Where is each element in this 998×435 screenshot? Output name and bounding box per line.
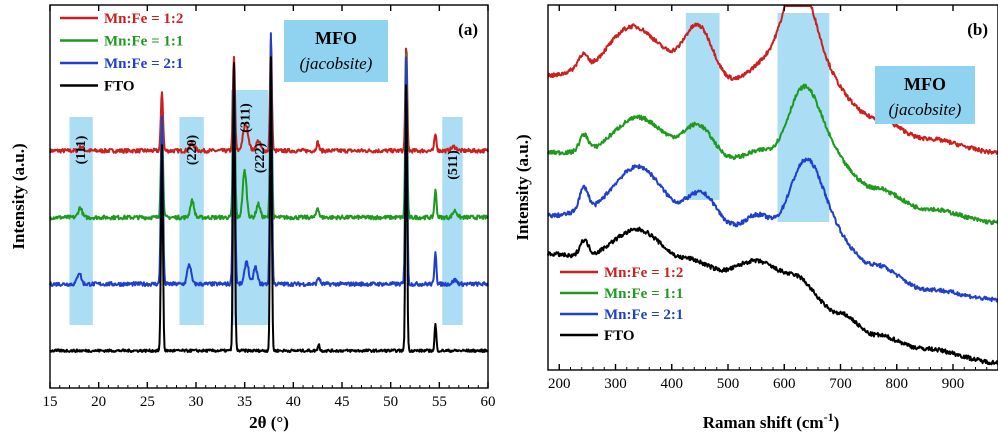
x-tick-label: 40 — [286, 394, 301, 410]
highlight-band — [685, 13, 720, 200]
x-tick-label: 600 — [773, 376, 796, 392]
x-tick-label: 700 — [829, 376, 852, 392]
mfo-annotation-box — [875, 66, 975, 124]
x-axis-label: 2θ (°) — [249, 413, 289, 432]
x-tick-label: 800 — [886, 376, 909, 392]
x-tick-label: 55 — [432, 394, 447, 410]
mfo-annotation-box — [284, 20, 388, 82]
x-tick-label: 20 — [91, 394, 106, 410]
mfo-annotation-title: MFO — [904, 74, 946, 94]
hkl-label: (220) — [185, 135, 200, 166]
panel-b-raman: 200 300 400 500 600 700 800 900 Raman shift (cm-… — [513, 4, 998, 432]
x-tick-label: 400 — [661, 376, 684, 392]
highlight-band — [777, 13, 830, 222]
panel-label: (a) — [458, 20, 478, 39]
hkl-label: (111) — [74, 135, 89, 164]
legend-label: Mn:Fe = 1:2 — [604, 265, 683, 281]
legend-label: Mn:Fe = 2:1 — [104, 56, 183, 72]
legend-label: Mn:Fe = 1:1 — [604, 286, 683, 302]
mfo-annotation-subtitle: (jacobsite) — [300, 54, 373, 73]
x-tick-label: 500 — [717, 376, 740, 392]
hkl-label: (311) — [239, 103, 254, 133]
legend-label: Mn:Fe = 2:1 — [604, 307, 683, 323]
highlight-band — [442, 117, 463, 325]
x-axis-label-end: ) — [834, 413, 840, 432]
x-tick-label: 50 — [383, 394, 398, 410]
x-tick-label: 200 — [548, 376, 571, 392]
series-line — [49, 56, 489, 353]
series-line — [547, 226, 998, 366]
panel-a-xrd: 15 20 25 30 35 40 45 50 55 60 2θ (°) Intensity (a.u… — [9, 4, 496, 432]
legend-label: FTO — [604, 328, 635, 344]
plot-frame — [49, 4, 489, 389]
x-axis-label-main: Raman shift (cm — [703, 413, 824, 432]
y-axis-label: Intensity (a.u.) — [9, 143, 28, 249]
x-tick-label: 35 — [237, 394, 252, 410]
series-line — [547, 157, 998, 303]
x-tick-label: 900 — [942, 376, 965, 392]
x-tick-label: 15 — [43, 394, 58, 410]
x-tick-label: 300 — [604, 376, 627, 392]
x-axis-label-sup: -1 — [824, 410, 834, 424]
legend-label: Mn:Fe = 1:2 — [104, 11, 183, 27]
x-tick-label: 60 — [481, 394, 496, 410]
highlight-band — [69, 117, 93, 325]
hkl-label: (222) — [253, 143, 268, 174]
legend-label: Mn:Fe = 1:1 — [104, 34, 183, 50]
y-axis-label: Intensity (a.u.) — [513, 134, 532, 240]
x-tick-label: 45 — [335, 394, 350, 410]
mfo-annotation-title: MFO — [315, 28, 357, 48]
legend-label: FTO — [104, 79, 135, 95]
hkl-label: (511) — [446, 150, 461, 180]
x-tick-label: 25 — [140, 394, 155, 410]
mfo-annotation-subtitle: (jacobsite) — [889, 100, 962, 119]
x-tick-label: 30 — [189, 394, 204, 410]
series-line — [547, 83, 998, 226]
series-line — [547, 5, 998, 155]
panel-label: (b) — [967, 20, 988, 39]
x-axis-label: Raman shift (cm-1) — [703, 410, 840, 432]
